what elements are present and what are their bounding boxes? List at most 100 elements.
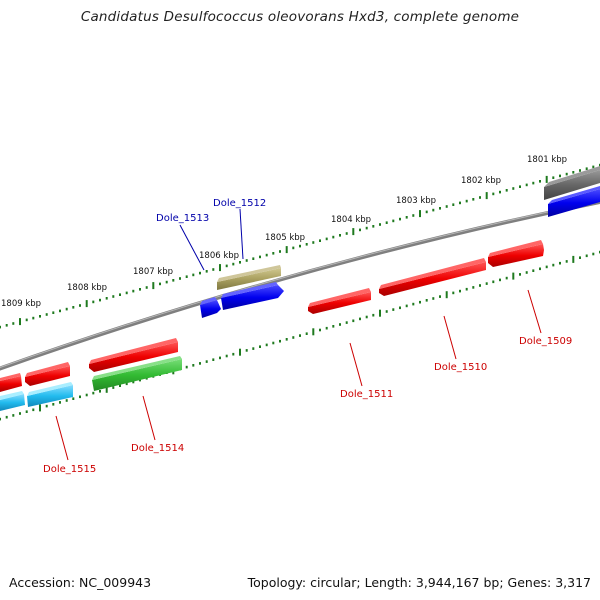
scale-tick-minor bbox=[405, 304, 408, 308]
gene-dole-1511[interactable] bbox=[308, 288, 371, 314]
scale-tick-minor bbox=[25, 410, 28, 413]
scale-tick-minor bbox=[252, 347, 255, 350]
gene-label-dole-1513[interactable]: Dole_1513 bbox=[156, 213, 209, 224]
gene-label-dole-1509[interactable]: Dole_1509 bbox=[519, 336, 572, 347]
scale-tick-minor bbox=[79, 304, 81, 307]
scale-tick-minor bbox=[39, 315, 41, 318]
gene-dole-1513[interactable] bbox=[221, 282, 284, 310]
scale-tick-minor bbox=[245, 349, 248, 352]
gene-blue-1801[interactable] bbox=[548, 186, 600, 217]
scale-tick-minor bbox=[585, 167, 588, 170]
scale-tick-minor bbox=[352, 319, 355, 323]
leader-lines bbox=[55, 208, 542, 461]
scale-tick-minor bbox=[492, 280, 495, 284]
scale-tick-minor bbox=[319, 239, 321, 242]
scale-tick-major bbox=[485, 192, 488, 200]
scale-tick-minor bbox=[565, 172, 568, 176]
scale-tick-major bbox=[545, 175, 548, 183]
scale-tick-minor bbox=[399, 306, 401, 310]
scale-tick-minor bbox=[572, 171, 575, 174]
scale-tick-minor bbox=[592, 252, 595, 256]
scale-tick-minor bbox=[432, 297, 435, 300]
scale-tick-minor bbox=[465, 287, 468, 291]
scale-tick-minor bbox=[92, 300, 95, 304]
scale-tick-minor bbox=[459, 201, 461, 205]
scale-tick-major bbox=[379, 309, 381, 317]
scale-tick-minor bbox=[412, 302, 415, 306]
scale-tick-minor bbox=[85, 393, 88, 397]
gene-label-dole-1515[interactable]: Dole_1515 bbox=[43, 464, 96, 475]
scale-tick-minor bbox=[52, 311, 55, 314]
scale-tick-minor bbox=[472, 198, 475, 201]
scale-tick-minor bbox=[552, 176, 555, 179]
scale-tick-minor bbox=[185, 365, 188, 369]
scale-tick-minor bbox=[365, 315, 368, 319]
scale-tick-minor bbox=[525, 183, 528, 187]
scale-tick-minor bbox=[99, 298, 101, 302]
scale-tick-minor bbox=[205, 270, 208, 273]
scale-label: 1804 kbp bbox=[331, 215, 371, 225]
scale-label: 1805 kbp bbox=[265, 233, 305, 243]
scale-tick-minor bbox=[259, 345, 261, 348]
gene-dole-1509[interactable] bbox=[488, 240, 544, 267]
scale-tick-minor bbox=[519, 273, 521, 276]
scale-tick-minor bbox=[272, 252, 275, 255]
scale-tick-minor bbox=[292, 336, 295, 339]
accession-label: Accession: NC_009943 bbox=[9, 575, 152, 590]
scale-tick-minor bbox=[185, 275, 188, 278]
scale-tick-minor bbox=[332, 325, 335, 328]
scale-tick-minor bbox=[5, 415, 8, 419]
scale-tick-minor bbox=[559, 261, 561, 265]
scale-tick-minor bbox=[112, 295, 115, 298]
scale-tick-minor bbox=[532, 181, 535, 185]
scale-tick-minor bbox=[485, 282, 488, 285]
gene-label-dole-1514[interactable]: Dole_1514 bbox=[131, 443, 184, 454]
map-title: Candidatus Desulfococcus oleovorans Hxd3… bbox=[80, 9, 520, 25]
scale-tick-minor bbox=[219, 356, 221, 360]
scale-tick-minor bbox=[372, 225, 375, 228]
scale-tick-minor bbox=[472, 286, 475, 289]
scale-tick-minor bbox=[132, 380, 135, 384]
gene-label-dole-1510[interactable]: Dole_1510 bbox=[434, 362, 487, 373]
scale-tick-minor bbox=[452, 203, 455, 206]
scale-tick-minor bbox=[312, 241, 315, 244]
scale-tick-major bbox=[445, 291, 448, 299]
scale-tick-major bbox=[39, 404, 41, 412]
scale-tick-minor bbox=[479, 284, 481, 287]
gene-dole-1510[interactable] bbox=[379, 258, 486, 296]
scale-tick-minor bbox=[592, 165, 595, 169]
scale-tick-minor bbox=[305, 332, 308, 335]
scale-tick-minor bbox=[125, 291, 128, 295]
gene-cyan-left[interactable] bbox=[0, 391, 25, 411]
scale-tick-minor bbox=[199, 271, 201, 275]
gene-dole-1512[interactable] bbox=[217, 265, 281, 290]
scale-tick-minor bbox=[332, 235, 335, 239]
gene-label-dole-1512[interactable]: Dole_1512 bbox=[213, 198, 266, 209]
topology-summary: Topology: circular; Length: 3,944,167 bp… bbox=[247, 575, 591, 590]
scale-tick-minor bbox=[525, 271, 528, 274]
scale-tick-minor bbox=[0, 417, 1, 421]
scale-tick-minor bbox=[79, 395, 81, 399]
gene-blue-small[interactable] bbox=[200, 297, 221, 318]
gene-dole-1514[interactable] bbox=[92, 356, 182, 391]
genome-backbone bbox=[0, 199, 600, 371]
gene-red-left-b[interactable] bbox=[0, 373, 22, 392]
scale-tick-major bbox=[105, 385, 108, 393]
scale-ticks-lower bbox=[0, 250, 600, 421]
scale-tick-major bbox=[285, 246, 288, 254]
scale-tick-minor bbox=[532, 269, 535, 272]
gene-label-dole-1511[interactable]: Dole_1511 bbox=[340, 389, 393, 400]
scale-tick-minor bbox=[225, 354, 228, 358]
scale-label: 1808 kbp bbox=[67, 283, 107, 293]
scale-tick-minor bbox=[519, 185, 521, 188]
gene-red-left-a[interactable] bbox=[25, 362, 70, 386]
gene-dole-1515[interactable] bbox=[27, 382, 73, 407]
scale-tick-minor bbox=[119, 293, 121, 296]
scale-tick-minor bbox=[192, 273, 195, 277]
scale-tick-minor bbox=[212, 268, 215, 271]
gene-gray-1801[interactable] bbox=[544, 166, 600, 200]
gene-dole-1514-red[interactable] bbox=[89, 338, 178, 372]
scale-tick-minor bbox=[245, 259, 248, 262]
scale-tick-minor bbox=[59, 309, 61, 313]
